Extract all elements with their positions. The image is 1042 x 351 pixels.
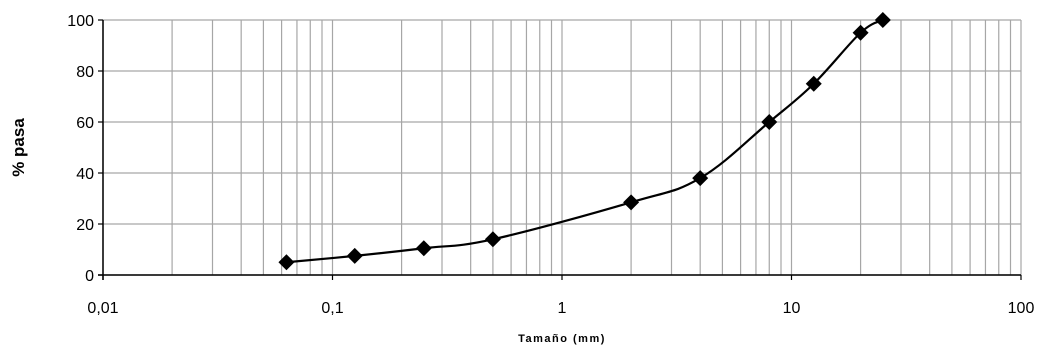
x-tick-label: 0,01 [87, 300, 118, 317]
data-point-diamond [761, 114, 778, 130]
y-tick-label: 40 [76, 166, 94, 183]
x-tick-label: 1 [558, 300, 567, 317]
data-point-diamond [623, 194, 640, 211]
series-line [286, 19, 884, 264]
x-tick-label: 10 [783, 300, 801, 317]
data-point-diamond [346, 247, 363, 264]
data-point-diamond [852, 24, 869, 41]
x-tick-label: 100 [1008, 300, 1035, 317]
data-point-diamond [805, 75, 822, 92]
y-tick-label: 80 [76, 64, 94, 81]
data-series [278, 12, 891, 271]
x-axis-title: Tamaño (mm) [518, 333, 606, 345]
y-tick-label: 20 [76, 217, 94, 234]
y-tick-label: 100 [67, 13, 94, 30]
tick-labels: 0 20 40 60 80 100 0,01 0,1 1 10 100 [67, 13, 1034, 317]
y-axis-title: % pasa [9, 118, 28, 177]
data-point-diamond [874, 12, 891, 28]
grid [102, 19, 1022, 276]
y-tick-label: 60 [76, 115, 94, 132]
x-tick-label: 0,1 [321, 300, 343, 317]
axes [98, 19, 1022, 280]
data-point-diamond [484, 231, 501, 248]
y-tick-label: 0 [85, 268, 94, 285]
data-point-diamond [415, 240, 432, 257]
data-point-diamond [692, 170, 709, 187]
data-point-diamond [278, 254, 295, 271]
